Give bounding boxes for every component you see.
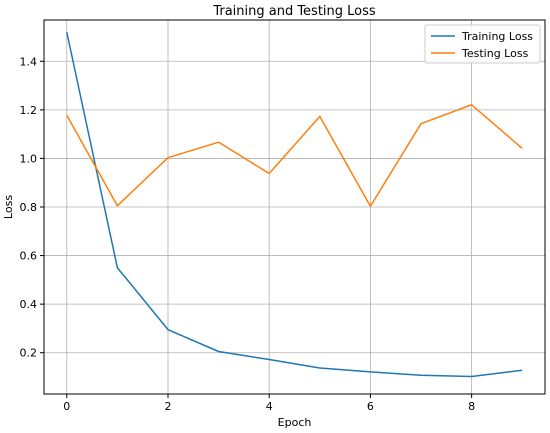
x-tick-label: 6: [367, 400, 374, 413]
legend: Training Loss Testing Loss: [424, 24, 541, 64]
y-axis-label: Loss: [2, 195, 15, 219]
testing-loss-line: [66, 104, 523, 208]
y-tick-label: 1.2: [20, 104, 38, 117]
x-tick-label: 0: [63, 400, 70, 413]
axis-ticks: 0 2 4 6 8 0.2 0.4 0.6 0.8 1.0 1.2 1.4: [20, 55, 476, 413]
x-tick-label: 2: [164, 400, 171, 413]
y-tick-label: 0.2: [20, 347, 38, 360]
y-tick-label: 0.6: [20, 250, 38, 263]
legend-label-testing-loss: Testing Loss: [461, 47, 529, 60]
training-loss-line: [66, 31, 523, 378]
y-tick-label: 1.4: [20, 55, 38, 68]
x-tick-label: 4: [266, 400, 273, 413]
y-tick-label: 1.0: [20, 152, 38, 165]
x-axis-label: Epoch: [278, 416, 312, 429]
series-lines: [66, 31, 523, 378]
y-tick-label: 0.4: [20, 298, 38, 311]
grid: [44, 20, 545, 394]
x-tick-label: 8: [468, 400, 475, 413]
y-tick-label: 0.8: [20, 201, 38, 214]
chart-title: Training and Testing Loss: [212, 4, 376, 19]
legend-label-training-loss: Training Loss: [461, 30, 533, 43]
